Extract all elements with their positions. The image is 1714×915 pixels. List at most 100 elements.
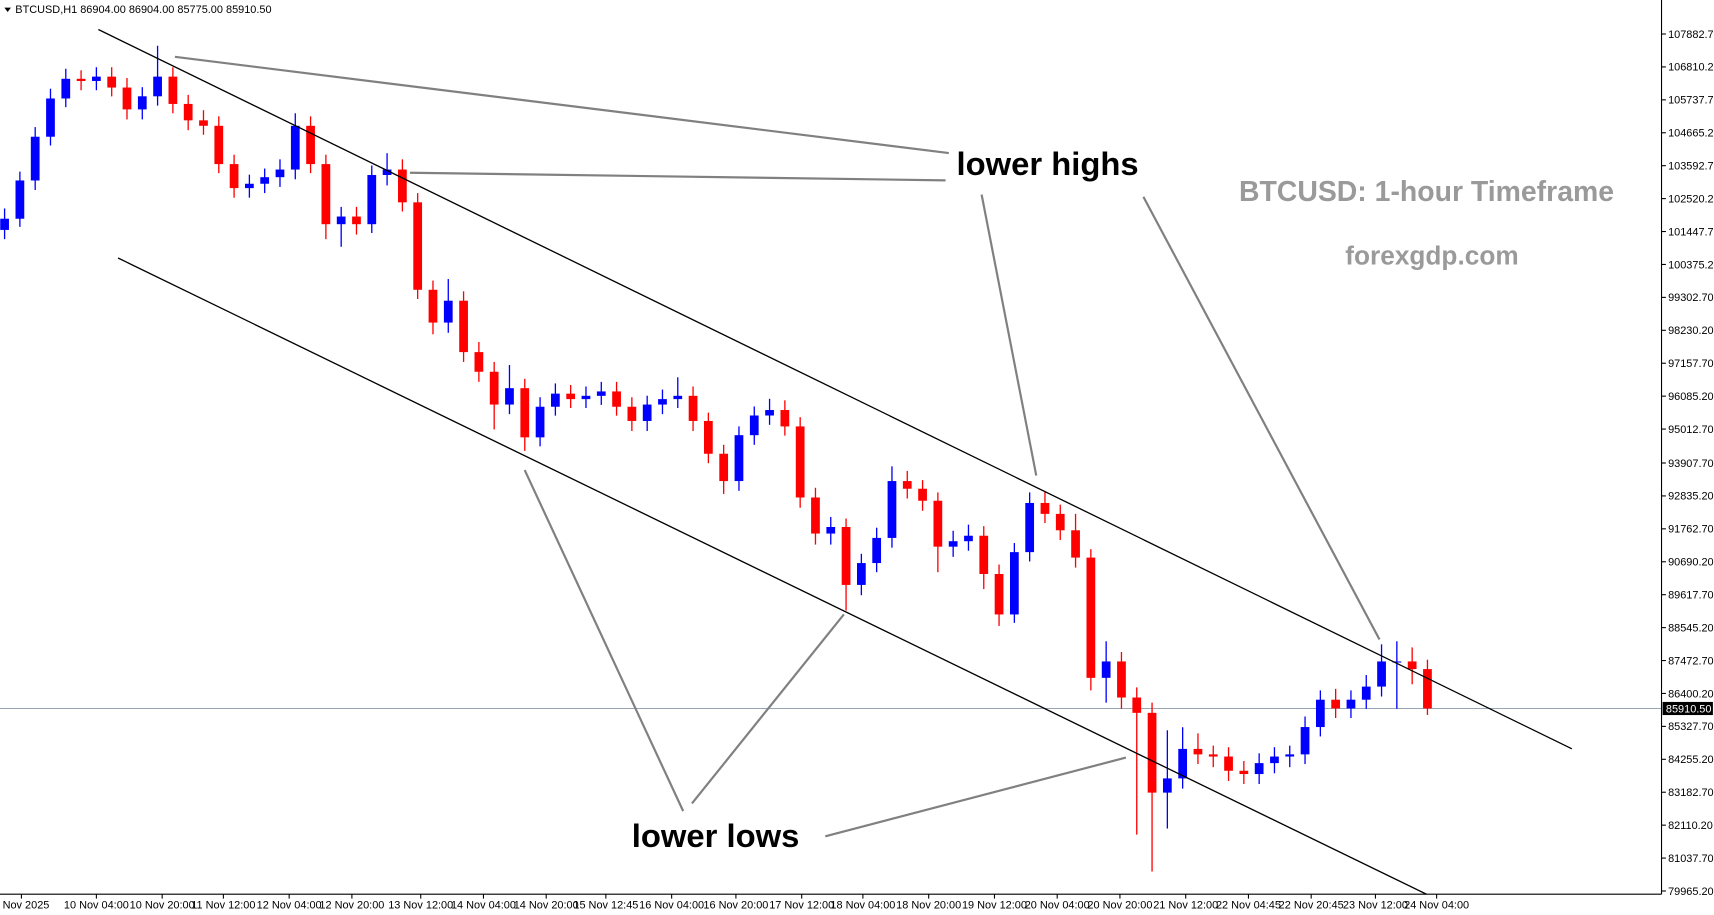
x-tick-label: 14 Nov 20:00 [514, 899, 579, 911]
plot-area [0, 45, 1662, 872]
watermark-site: forexgdp.com [1345, 241, 1518, 271]
candle-body [918, 488, 927, 501]
candle-body [1423, 669, 1432, 709]
candle-body [1346, 699, 1356, 709]
candle-body [30, 136, 40, 181]
candle-body [168, 76, 178, 104]
y-tick-label: 85327.70 [1668, 721, 1714, 733]
candle-body [902, 481, 912, 489]
header: BTCUSD,H1 86904.00 86904.00 85775.00 859… [15, 4, 271, 16]
pointer [523, 469, 685, 812]
candle-body [1101, 661, 1111, 678]
candle-body [1055, 513, 1065, 531]
candle-body [474, 352, 484, 372]
candle-body [719, 453, 729, 482]
candle-body [413, 202, 423, 290]
x-tick-label: 23 Nov 12:00 [1343, 899, 1408, 911]
candle-body [581, 395, 591, 400]
channel [98, 28, 1573, 895]
candle-body [1117, 661, 1126, 698]
candle-body [948, 541, 958, 547]
candle-body [642, 404, 652, 421]
y-tick-label: 105737.70 [1668, 95, 1714, 107]
candle-body [566, 393, 576, 400]
x-tick-label: 9 Nov 2025 [0, 899, 49, 911]
candle-body [199, 120, 208, 126]
x-tick-label: 16 Nov 20:00 [703, 899, 768, 911]
x-tick-label: 13 Nov 12:00 [388, 899, 453, 911]
x-tick-label: 22 Nov 04:45 [1216, 899, 1281, 911]
candle-body [1270, 756, 1279, 764]
candle-body [1178, 748, 1188, 779]
candle-body [627, 406, 637, 421]
candle-body [1086, 557, 1096, 678]
x-tick-label: 18 Nov 04:00 [830, 899, 895, 911]
candle-body [933, 500, 943, 547]
candle-body [321, 164, 331, 225]
pointer [1142, 196, 1381, 641]
candle-body [612, 391, 621, 407]
candle-body [306, 125, 315, 165]
y-tick-label: 95012.70 [1668, 424, 1714, 436]
x-tick-label: 16 Nov 04:00 [639, 899, 704, 911]
candle-body [1009, 552, 1019, 615]
candle-body [61, 78, 71, 99]
candle-body [1208, 754, 1218, 757]
candle-body [1331, 699, 1341, 709]
candle-body [1193, 748, 1203, 755]
annotation: lower highs [956, 145, 1138, 182]
candle-body [398, 169, 407, 203]
y-tick-label: 81037.70 [1668, 853, 1714, 865]
candle-body [46, 98, 55, 137]
y-tick-label: 103592.70 [1668, 161, 1714, 173]
candle-body [107, 76, 117, 88]
candle-body [811, 497, 820, 534]
y-tick-label: 104665.20 [1668, 128, 1714, 140]
x-tick-label: 11 Nov 12:00 [191, 899, 255, 911]
y-tick-label: 100375.20 [1668, 259, 1714, 271]
upper-channel-line [98, 28, 1573, 750]
annotation: lower lows [632, 817, 800, 854]
candle-body [596, 391, 606, 396]
y-tick-label: 89617.70 [1668, 590, 1714, 602]
y-tick-label: 88545.20 [1668, 622, 1714, 634]
candle-body [1239, 770, 1249, 775]
y-tick-label: 99302.70 [1668, 292, 1714, 304]
candle-body [734, 435, 744, 482]
candle-body [1025, 502, 1035, 553]
candle-body [260, 177, 270, 184]
pointers [174, 55, 1381, 838]
y-tick-label: 96085.20 [1668, 391, 1714, 403]
candle-body [1377, 661, 1386, 687]
candle-body [1162, 778, 1172, 793]
x-tick-label: 12 Nov 20:00 [319, 899, 384, 911]
y-tick-label: 87472.70 [1668, 655, 1714, 667]
candle-body [1407, 661, 1417, 670]
candle-body [872, 537, 882, 564]
candle-body [673, 395, 683, 400]
candle-body [688, 395, 698, 421]
x-tick-label: 22 Nov 20:45 [1279, 899, 1344, 911]
y-tick-label: 79965.20 [1668, 886, 1714, 898]
candle-body [1147, 712, 1157, 793]
candle-body [551, 393, 560, 407]
x-tick-label: 10 Nov 20:00 [130, 899, 195, 911]
x-tick-label: 19 Nov 12:00 [962, 899, 1027, 911]
y-tick-label: 90690.20 [1668, 557, 1714, 569]
x-tick-label: 20 Nov 20:00 [1087, 899, 1152, 911]
candle-body [703, 420, 713, 454]
candle-body [352, 216, 361, 225]
candle-body [1300, 727, 1310, 755]
candle-body [1132, 697, 1142, 713]
candle-body [535, 406, 545, 438]
pointer [174, 55, 949, 155]
candle-body [443, 300, 453, 323]
x-tick-label: 20 Nov 04:00 [1025, 899, 1090, 911]
candle-body [795, 426, 805, 498]
candle-body [964, 535, 973, 542]
candle-body [520, 388, 530, 438]
lower-channel-line [117, 257, 1427, 895]
y-tick-label: 102520.20 [1668, 193, 1714, 205]
